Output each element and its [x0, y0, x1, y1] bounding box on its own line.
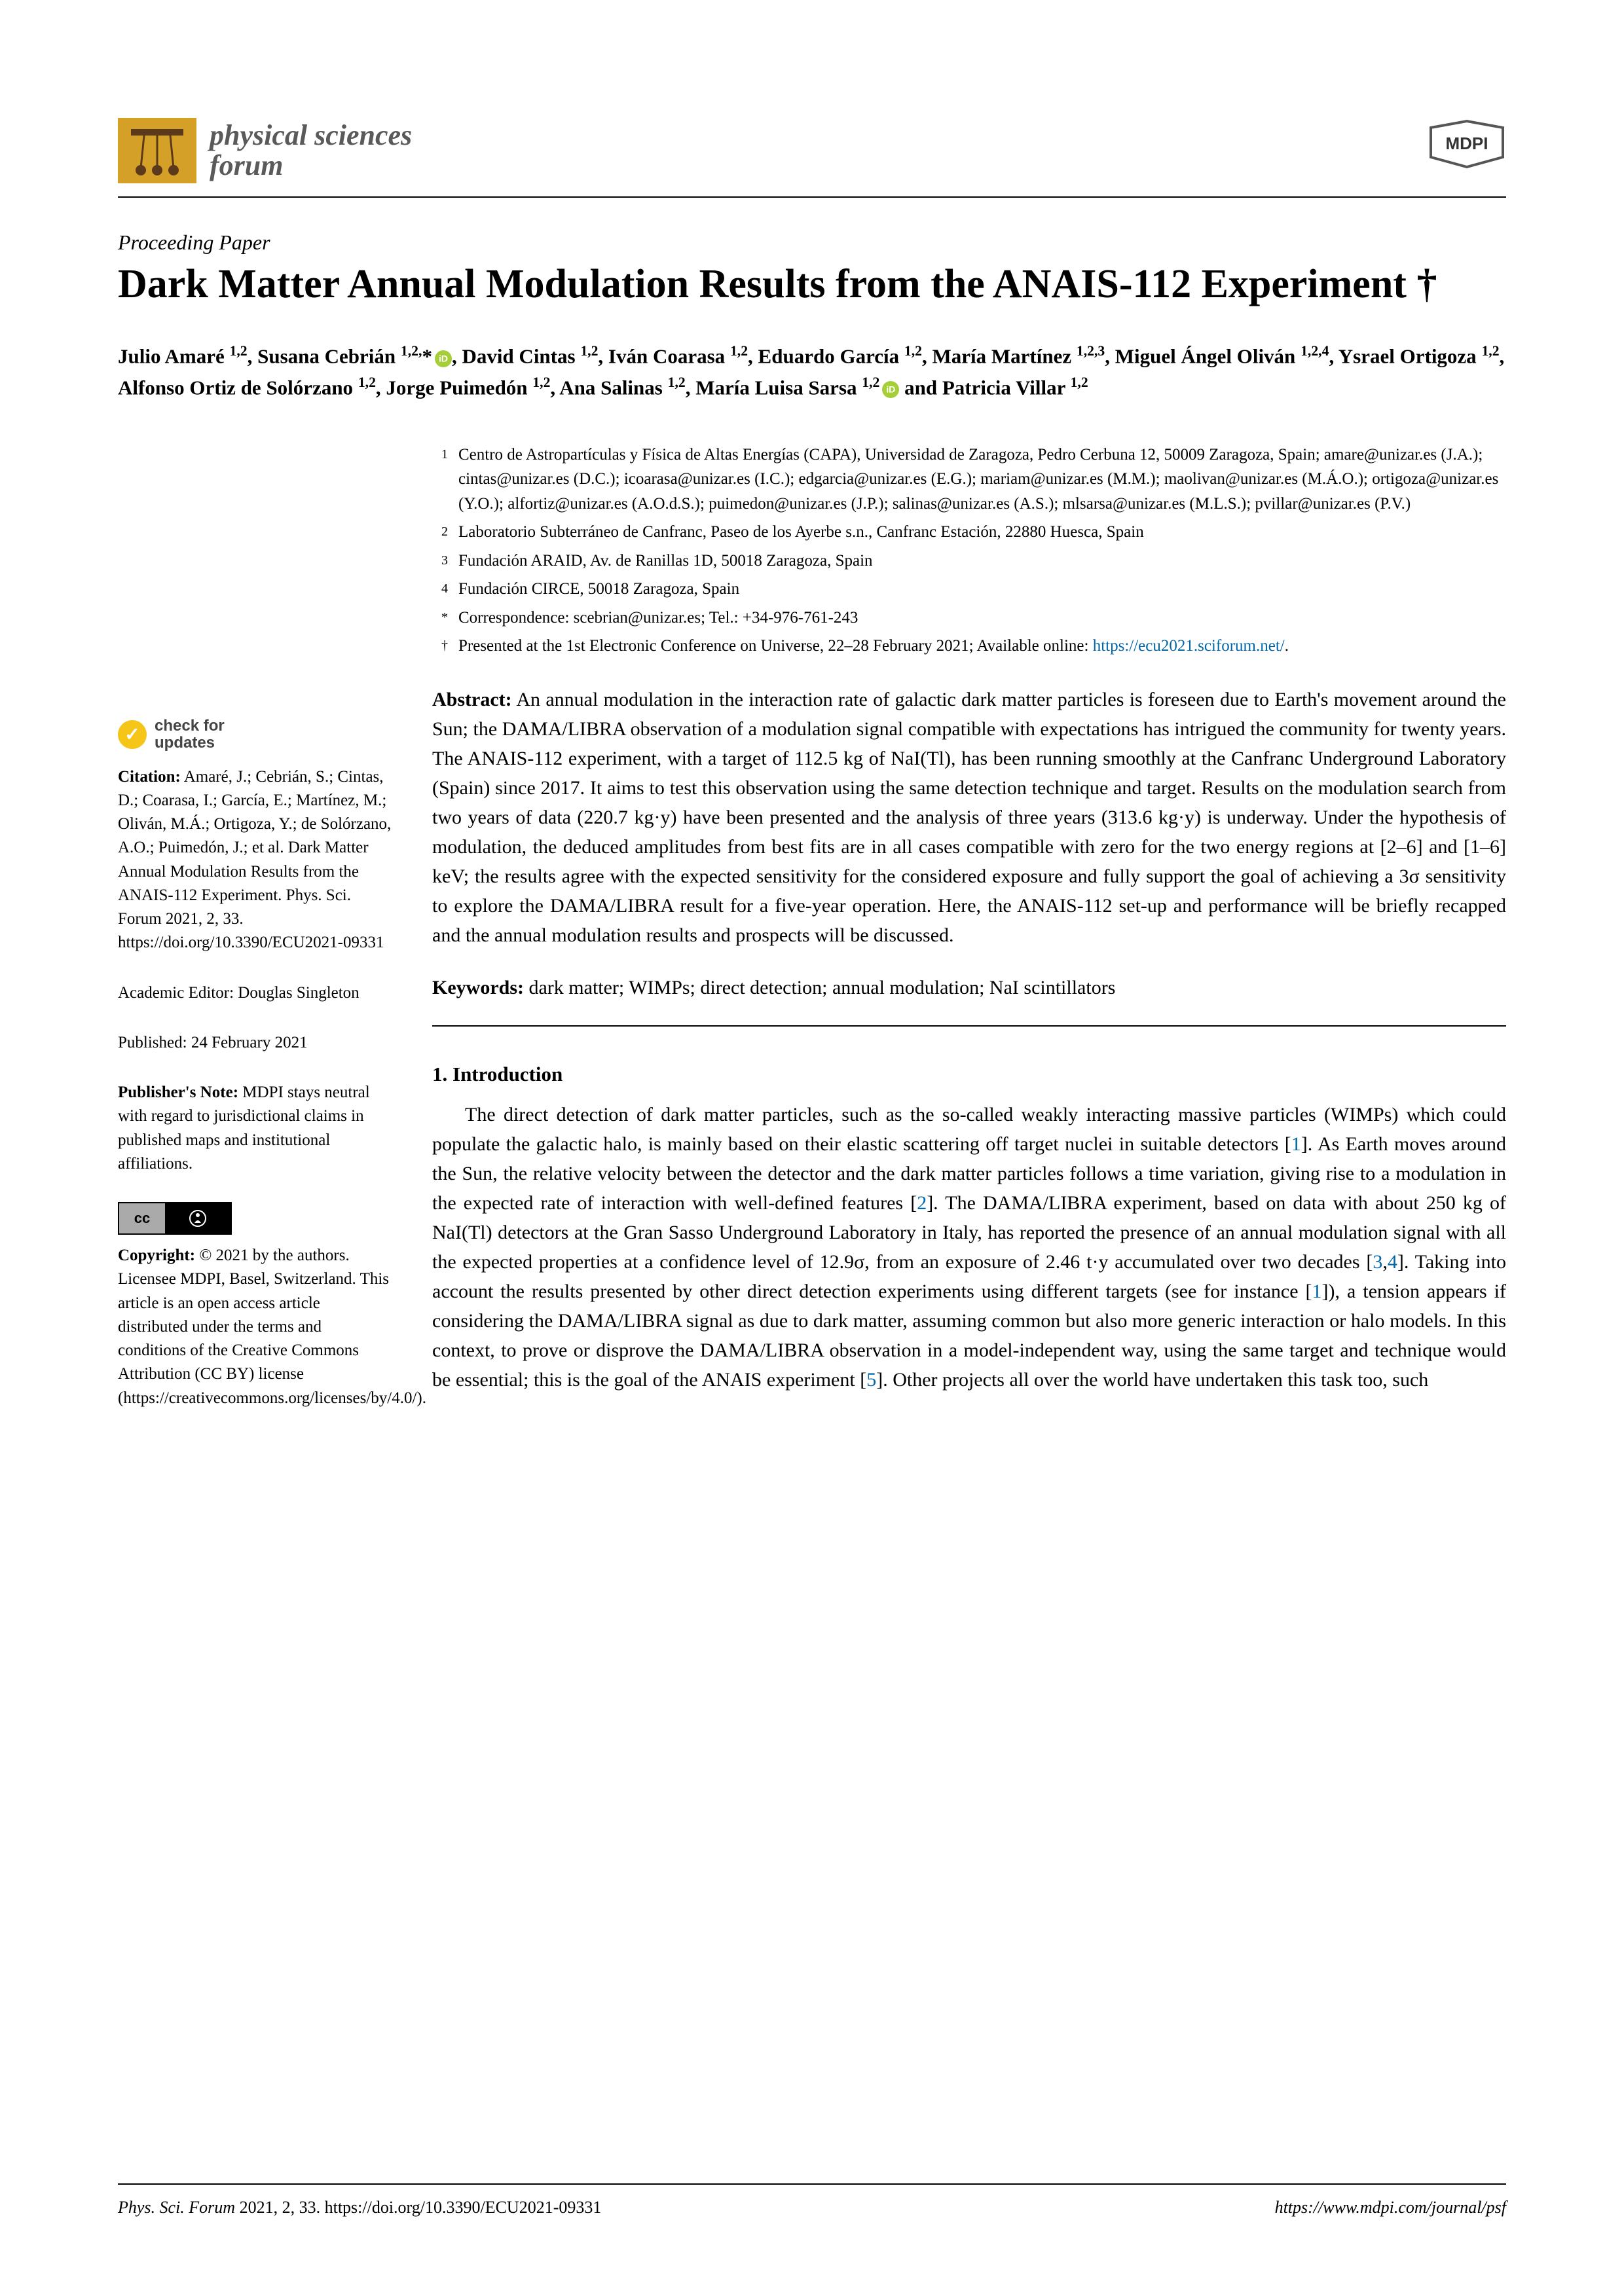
journal-logo-icon: [118, 118, 196, 183]
section-1-heading: 1. Introduction: [432, 1059, 1506, 1090]
affiliation-row: †Presented at the 1st Electronic Confere…: [432, 634, 1506, 659]
mdpi-logo: MDPI: [1428, 118, 1506, 170]
keywords: Keywords: dark matter; WIMPs; direct det…: [432, 973, 1506, 1027]
main-column: 1Centro de Astropartículas y Física de A…: [432, 443, 1506, 1436]
editor-block: Academic Editor: Douglas Singleton: [118, 981, 393, 1005]
check-updates-badge[interactable]: ✓ check forupdates: [118, 718, 393, 752]
section-1-body: The direct detection of dark matter part…: [432, 1100, 1506, 1394]
affiliation-row: 4Fundación CIRCE, 50018 Zaragoza, Spain: [432, 577, 1506, 602]
footer-right: https://www.mdpi.com/journal/psf: [1275, 2198, 1506, 2217]
journal-name: physical sciences forum: [210, 120, 412, 181]
affiliations: 1Centro de Astropartículas y Física de A…: [432, 443, 1506, 659]
page-header: physical sciences forum MDPI: [118, 118, 1506, 198]
check-icon: ✓: [118, 720, 147, 749]
article-title: Dark Matter Annual Modulation Results fr…: [118, 261, 1506, 308]
affiliation-row: 3Fundación ARAID, Av. de Ranillas 1D, 50…: [432, 549, 1506, 574]
article-type: Proceeding Paper: [118, 230, 1506, 255]
footer-left: Phys. Sci. Forum 2021, 2, 33. https://do…: [118, 2198, 601, 2217]
svg-text:MDPI: MDPI: [1446, 134, 1488, 153]
published-block: Published: 24 February 2021: [118, 1031, 393, 1055]
journal-logo-block: physical sciences forum: [118, 118, 412, 183]
page-footer: Phys. Sci. Forum 2021, 2, 33. https://do…: [118, 2183, 1506, 2217]
copyright-block: cc Copyright: © 2021 by the authors. Lic…: [118, 1202, 393, 1410]
abstract: Abstract: An annual modulation in the in…: [432, 685, 1506, 950]
affiliation-row: 2Laboratorio Subterráneo de Canfranc, Pa…: [432, 520, 1506, 545]
publishers-note-block: Publisher's Note: MDPI stays neutral wit…: [118, 1081, 393, 1176]
citation-block: Citation: Amaré, J.; Cebrián, S.; Cintas…: [118, 765, 393, 955]
affiliation-row: *Correspondence: scebrian@unizar.es; Tel…: [432, 606, 1506, 630]
cc-badge-icon: cc: [118, 1202, 232, 1235]
affiliation-row: 1Centro de Astropartículas y Física de A…: [432, 443, 1506, 517]
authors-list: Julio Amaré 1,2, Susana Cebrián 1,2,*, D…: [118, 340, 1506, 403]
sidebar: ✓ check forupdates Citation: Amaré, J.; …: [118, 443, 393, 1436]
